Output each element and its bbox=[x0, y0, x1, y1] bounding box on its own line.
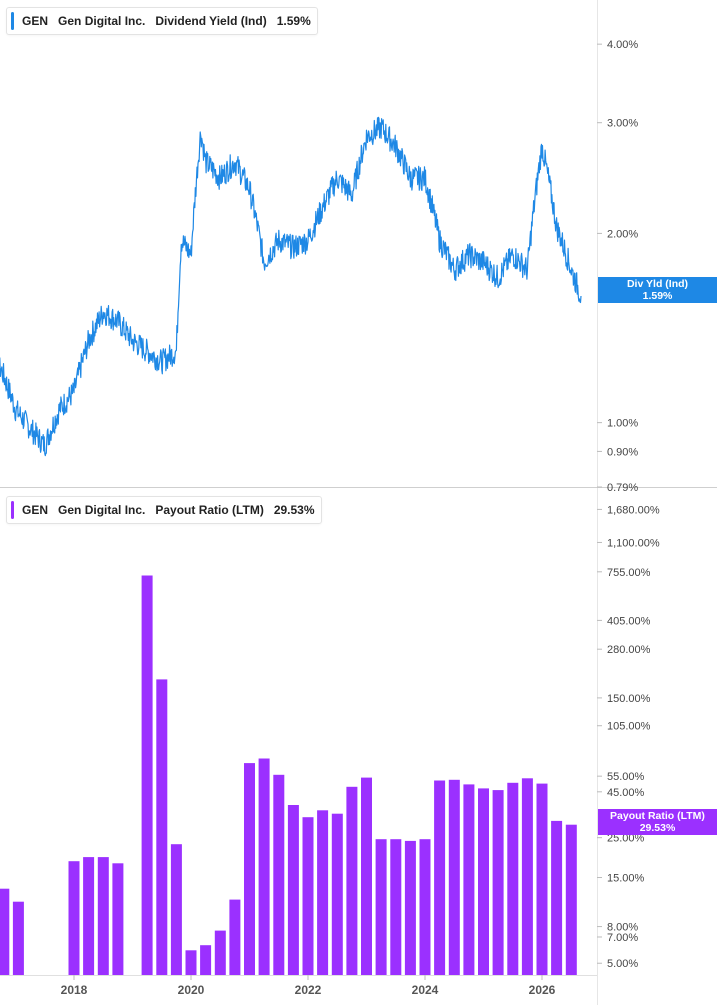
payout-ratio-bar bbox=[0, 888, 10, 975]
tag-value: 1.59% bbox=[642, 290, 673, 302]
payout-ratio-bar bbox=[273, 774, 285, 975]
payout-ratio-bar bbox=[317, 810, 329, 975]
payout-ratio-bar bbox=[170, 844, 182, 975]
legend-company: Gen Digital Inc. bbox=[58, 14, 146, 28]
y-tick-label: 2.00% bbox=[607, 228, 638, 240]
payout-ratio-bar bbox=[302, 817, 314, 975]
y-tick-label: 4.00% bbox=[607, 39, 638, 51]
payout-ratio-bar bbox=[112, 863, 124, 975]
payout-ratio-bar bbox=[258, 758, 270, 975]
payout-ratio-bar bbox=[521, 778, 533, 975]
x-tick-label: 2018 bbox=[61, 983, 88, 997]
y-tick-label: 8.00% bbox=[607, 922, 638, 934]
y-tick-label: 405.00% bbox=[607, 615, 651, 627]
series-color-swatch bbox=[11, 12, 14, 30]
y-tick-label: 280.00% bbox=[607, 644, 651, 656]
tag-label: Div Yld (Ind) bbox=[626, 278, 689, 290]
y-tick-label: 7.00% bbox=[607, 932, 638, 944]
legend-company: Gen Digital Inc. bbox=[58, 503, 146, 517]
payout-ratio-bar bbox=[156, 679, 168, 975]
x-tick-label: 2020 bbox=[178, 983, 205, 997]
payout-ratio-bar bbox=[331, 813, 343, 975]
y-tick-label: 3.00% bbox=[607, 118, 638, 130]
payout-ratio-bar bbox=[507, 782, 519, 975]
legend-ticker: GEN bbox=[22, 14, 49, 28]
payout-ratio-bar bbox=[229, 899, 241, 975]
y-tick-label: 1,680.00% bbox=[607, 504, 660, 516]
legend-value: 1.59% bbox=[276, 14, 311, 28]
payout-ratio-bar bbox=[68, 861, 80, 975]
payout-ratio-bar bbox=[492, 790, 504, 975]
legend-value: 29.53% bbox=[273, 503, 315, 517]
y-axis: 4.00% 3.00% 2.00% 1.00% 0.90% 0.79% 1,680.00% 1… bbox=[597, 39, 660, 970]
dividend-yield-legend[interactable]: GEN Gen Digital Inc. Dividend Yield (Ind… bbox=[6, 7, 318, 35]
payout-ratio-bar bbox=[551, 820, 563, 975]
payout-ratio-legend[interactable]: GEN Gen Digital Inc. Payout Ratio (LTM) … bbox=[6, 496, 322, 524]
y-tick-label: 25.00% bbox=[607, 833, 645, 845]
payout-ratio-bar bbox=[12, 901, 24, 975]
payout-ratio-bar bbox=[214, 930, 226, 975]
x-tick-label: 2024 bbox=[412, 983, 439, 997]
payout-ratio-bar bbox=[536, 783, 548, 975]
y-tick-label: 105.00% bbox=[607, 721, 651, 733]
y-tick-label: 15.00% bbox=[607, 873, 645, 885]
payout-ratio-bar bbox=[375, 839, 387, 975]
payout-ratio-bar bbox=[244, 763, 255, 975]
y-tick-label: 0.79% bbox=[607, 482, 638, 494]
dividend-yield-line bbox=[0, 116, 582, 457]
y-tick-label: 0.90% bbox=[607, 446, 638, 458]
payout-ratio-bar bbox=[419, 839, 431, 975]
y-tick-label: 55.00% bbox=[607, 771, 645, 783]
series-color-swatch bbox=[11, 501, 14, 519]
payout-ratio-bar bbox=[346, 786, 358, 975]
dividend-yield-value-tag: Div Yld (Ind) 1.59% bbox=[598, 277, 717, 303]
payout-ratio-bar bbox=[361, 777, 372, 975]
legend-metric: Payout Ratio (LTM) bbox=[155, 503, 264, 517]
payout-ratio-bar bbox=[200, 945, 212, 975]
payout-ratio-bar bbox=[287, 805, 299, 975]
payout-ratio-plot bbox=[0, 575, 577, 975]
payout-ratio-bar bbox=[185, 950, 197, 975]
payout-ratio-bar bbox=[390, 839, 402, 975]
legend-ticker: GEN bbox=[22, 503, 49, 517]
payout-ratio-bar bbox=[463, 784, 475, 975]
y-tick-label: 150.00% bbox=[607, 693, 651, 705]
payout-ratio-bar bbox=[97, 857, 109, 975]
payout-ratio-bar bbox=[83, 857, 95, 975]
payout-ratio-bar bbox=[448, 779, 460, 975]
payout-ratio-bar bbox=[141, 575, 153, 975]
payout-ratio-value-tag: Payout Ratio (LTM) 29.53% bbox=[598, 809, 717, 835]
tag-label: Payout Ratio (LTM) bbox=[610, 810, 705, 822]
payout-ratio-bar bbox=[434, 780, 446, 975]
y-tick-label: 45.00% bbox=[607, 787, 645, 799]
x-tick-label: 2022 bbox=[295, 983, 322, 997]
x-axis: 2018 2020 2022 2024 2026 bbox=[61, 975, 556, 997]
y-tick-label: 5.00% bbox=[607, 958, 638, 970]
x-tick-label: 2026 bbox=[529, 983, 556, 997]
dividend-yield-plot bbox=[0, 116, 582, 457]
payout-ratio-bar bbox=[565, 824, 577, 975]
tag-value: 29.53% bbox=[639, 822, 676, 834]
y-tick-label: 1,100.00% bbox=[607, 537, 660, 549]
legend-metric: Dividend Yield (Ind) bbox=[155, 14, 267, 28]
payout-ratio-bar bbox=[478, 788, 489, 975]
y-tick-label: 755.00% bbox=[607, 567, 651, 579]
payout-ratio-bar bbox=[404, 840, 416, 975]
y-tick-label: 1.00% bbox=[607, 418, 638, 430]
